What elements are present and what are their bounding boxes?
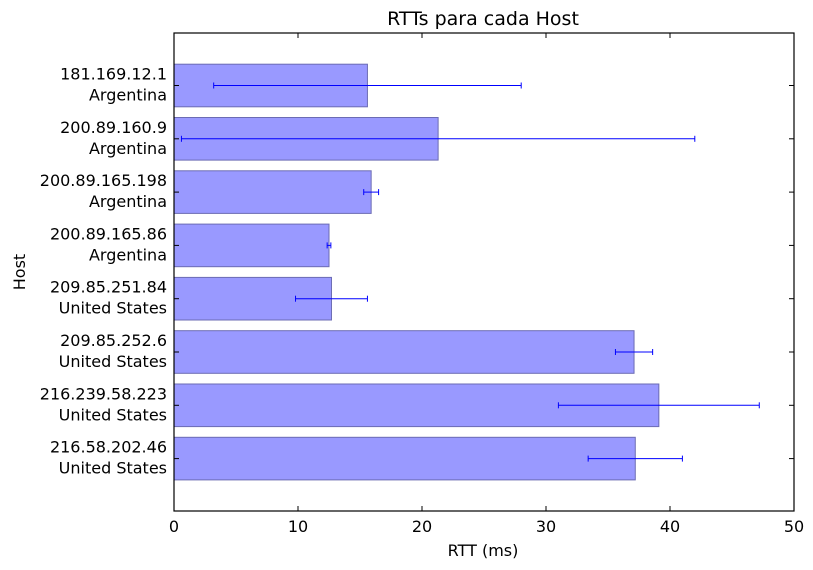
y-tick-label-country: United States bbox=[59, 459, 167, 478]
plot-frame bbox=[173, 32, 795, 512]
x-tick-label: 40 bbox=[660, 517, 680, 536]
x-tick-label: 20 bbox=[412, 517, 432, 536]
bar bbox=[173, 330, 635, 374]
bar bbox=[173, 223, 330, 268]
bar bbox=[173, 170, 372, 214]
y-tick-label-host: 200.89.165.86 bbox=[50, 224, 167, 243]
x-axis-label: RTT (ms) bbox=[448, 541, 519, 560]
y-tick-label-host: 216.239.58.223 bbox=[40, 384, 167, 403]
bar bbox=[173, 436, 636, 481]
y-tick-label-country: Argentina bbox=[89, 245, 167, 264]
y-tick-label-host: 200.89.165.198 bbox=[40, 171, 167, 190]
y-tick-label-country: Argentina bbox=[89, 139, 167, 158]
chart-title: RTTs para cada Host bbox=[387, 8, 579, 30]
y-tick-label-host: 209.85.251.84 bbox=[50, 278, 167, 297]
y-axis-label: Host bbox=[10, 254, 29, 290]
y-tick-label-host: 200.89.160.9 bbox=[60, 118, 167, 137]
y-tick-label-host: 181.169.12.1 bbox=[60, 65, 167, 84]
y-tick-label-host: 209.85.252.6 bbox=[60, 331, 167, 350]
plot-area: 181.169.12.1 Argentina 200.89.160.9 Argenti… bbox=[40, 32, 804, 536]
y-tick-label-host: 216.58.202.46 bbox=[50, 438, 167, 457]
x-tick-label: 0 bbox=[169, 517, 179, 536]
y-tick-label-country: Argentina bbox=[89, 192, 167, 211]
x-tick-label: 50 bbox=[784, 517, 804, 536]
x-tick-label: 30 bbox=[536, 517, 556, 536]
y-tick-label-country: Argentina bbox=[89, 86, 167, 105]
y-tick-label-country: United States bbox=[59, 405, 167, 424]
y-tick-label-country: United States bbox=[59, 352, 167, 371]
x-tick-label: 10 bbox=[288, 517, 308, 536]
y-tick-label-country: United States bbox=[59, 299, 167, 318]
